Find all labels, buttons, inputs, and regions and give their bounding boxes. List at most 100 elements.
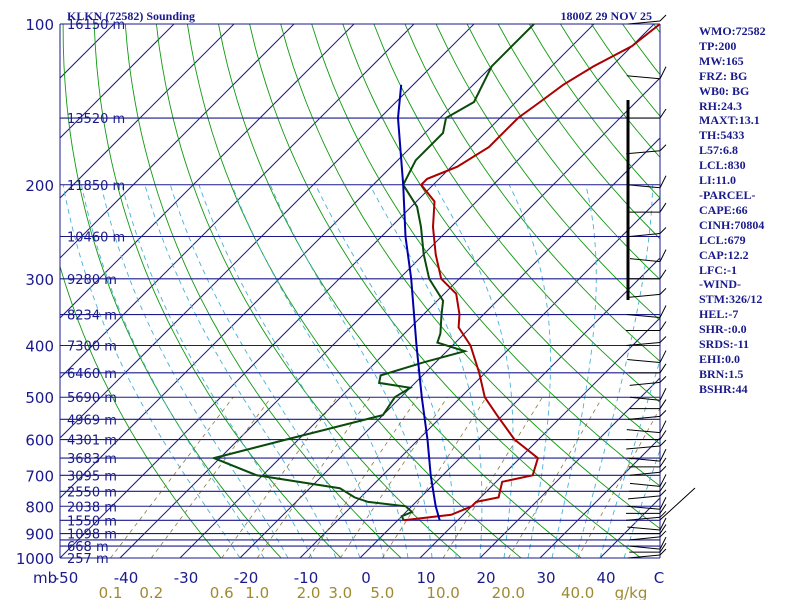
height-label: 8234 m xyxy=(67,309,117,324)
height-label: 257 m xyxy=(67,552,109,567)
index-item: LI:11.0 xyxy=(699,173,737,188)
moist-adiabat-line xyxy=(121,184,313,559)
wind-barb-flag xyxy=(659,350,667,363)
wind-barb xyxy=(626,445,661,450)
index-item: -PARCEL- xyxy=(699,187,756,202)
mixing-ratio-label: 1.0 xyxy=(245,584,269,600)
mixing-ratio-line xyxy=(339,397,448,559)
index-item: TP:200 xyxy=(699,38,737,53)
isotherm-line xyxy=(239,137,660,559)
moist-adiabat-line xyxy=(62,184,241,559)
index-item: LCL:830 xyxy=(699,158,746,173)
wind-barb-flag xyxy=(659,497,667,510)
index-item: SRDS:-11 xyxy=(699,337,750,352)
index-item: MW:165 xyxy=(699,53,744,68)
index-item: TH:5433 xyxy=(699,128,745,143)
wind-barb xyxy=(629,545,661,550)
wind-barb xyxy=(626,314,661,319)
pressure-label: 800 xyxy=(25,498,54,516)
pressure-unit-label: mb xyxy=(33,569,57,587)
wind-barb xyxy=(626,150,661,155)
parcel-profile-line xyxy=(396,84,441,521)
moist-adiabat-line xyxy=(551,184,597,559)
surface-wind-barb xyxy=(659,487,696,521)
dry-adiabat-line xyxy=(280,24,660,530)
isotherm-line xyxy=(60,24,535,499)
height-label: 3095 m xyxy=(67,469,117,484)
wind-barb xyxy=(629,381,661,386)
mixing-ratio-label: 3.0 xyxy=(328,584,352,600)
temperature-tick-label: 40 xyxy=(596,569,615,587)
temperature-tick-label: 10 xyxy=(416,569,435,587)
wind-barb-flag xyxy=(659,144,667,152)
wind-barb-flag xyxy=(659,504,667,514)
isotherm-line xyxy=(60,24,175,139)
mixing-ratio-label: 5.0 xyxy=(370,584,394,600)
wind-barb-flag xyxy=(659,457,667,468)
height-label: 6460 m xyxy=(67,367,117,382)
height-label: 2038 m xyxy=(67,500,117,515)
height-label: 4969 m xyxy=(67,413,117,428)
moist-adiabat-line xyxy=(100,184,289,559)
index-item: CAPE:66 xyxy=(699,202,748,217)
height-label: 4301 m xyxy=(67,434,117,449)
height-label: 1098 m xyxy=(67,528,117,543)
wind-barb-flag xyxy=(659,448,667,462)
wind-barb xyxy=(629,471,661,476)
wind-barb-flag xyxy=(659,474,667,487)
wind-barb-flag xyxy=(659,321,667,331)
wind-barb-flag xyxy=(659,287,667,295)
wind-barb-flag xyxy=(659,388,667,401)
isotherm-line xyxy=(60,24,295,259)
isotherm-line xyxy=(419,317,660,559)
wind-barb xyxy=(627,554,661,559)
moist-adiabat-line xyxy=(81,184,265,559)
height-label: 668 m xyxy=(67,540,109,555)
wind-barb xyxy=(628,293,661,298)
chart-title-right: 1800Z 29 NOV 25 xyxy=(561,9,652,23)
mixing-ratio-label: 0.2 xyxy=(139,584,163,600)
index-item: MAXT:13.1 xyxy=(699,113,760,128)
isotherm-line xyxy=(299,197,660,559)
mixing-ratio-line xyxy=(308,397,419,559)
dry-adiabat-line xyxy=(93,24,342,559)
wind-barb xyxy=(627,457,661,462)
wind-barb-flag xyxy=(659,108,667,119)
wind-barb xyxy=(626,429,661,434)
height-label: 13520 m xyxy=(67,112,125,127)
wind-barb-flag xyxy=(659,363,667,374)
wind-barb xyxy=(629,482,661,487)
wind-barb-flag xyxy=(659,410,667,417)
temperature-tick-label: -50 xyxy=(54,569,79,587)
isotherm-line xyxy=(479,377,660,559)
index-item: CAP:12.2 xyxy=(699,247,749,262)
wind-barb-flag xyxy=(659,269,667,280)
mixing-ratio-label: 0.1 xyxy=(99,584,123,600)
mixing-ratio-label: 40.0 xyxy=(561,584,594,600)
wind-barb-flag xyxy=(659,517,667,531)
temperature-tick-label: -10 xyxy=(294,569,319,587)
height-label: 5690 m xyxy=(67,391,117,406)
index-item: HEL:-7 xyxy=(699,307,739,322)
isotherm-line xyxy=(179,77,660,559)
isotherm-line xyxy=(60,24,415,379)
wind-barb-flag xyxy=(659,399,667,409)
isotherm-line xyxy=(60,24,475,439)
wind-barb xyxy=(628,20,661,25)
wind-barb-flag xyxy=(659,439,667,447)
moist-adiabat-line xyxy=(508,184,551,559)
temperature-tick-label: -30 xyxy=(174,569,199,587)
height-label: 3683 m xyxy=(67,452,117,467)
sounding-profiles xyxy=(210,24,660,522)
temperature-tick-label: -20 xyxy=(234,569,259,587)
wind-barb-flag xyxy=(659,202,667,213)
wind-barb-flag xyxy=(659,524,667,534)
wind-barb-flag xyxy=(659,465,667,473)
wind-barb-flag xyxy=(659,376,667,383)
index-item: WB0: BG xyxy=(699,83,750,98)
pressure-label: 500 xyxy=(25,389,54,407)
mixing-ratio-line xyxy=(150,397,272,559)
moist-adiabat-line xyxy=(144,184,337,559)
